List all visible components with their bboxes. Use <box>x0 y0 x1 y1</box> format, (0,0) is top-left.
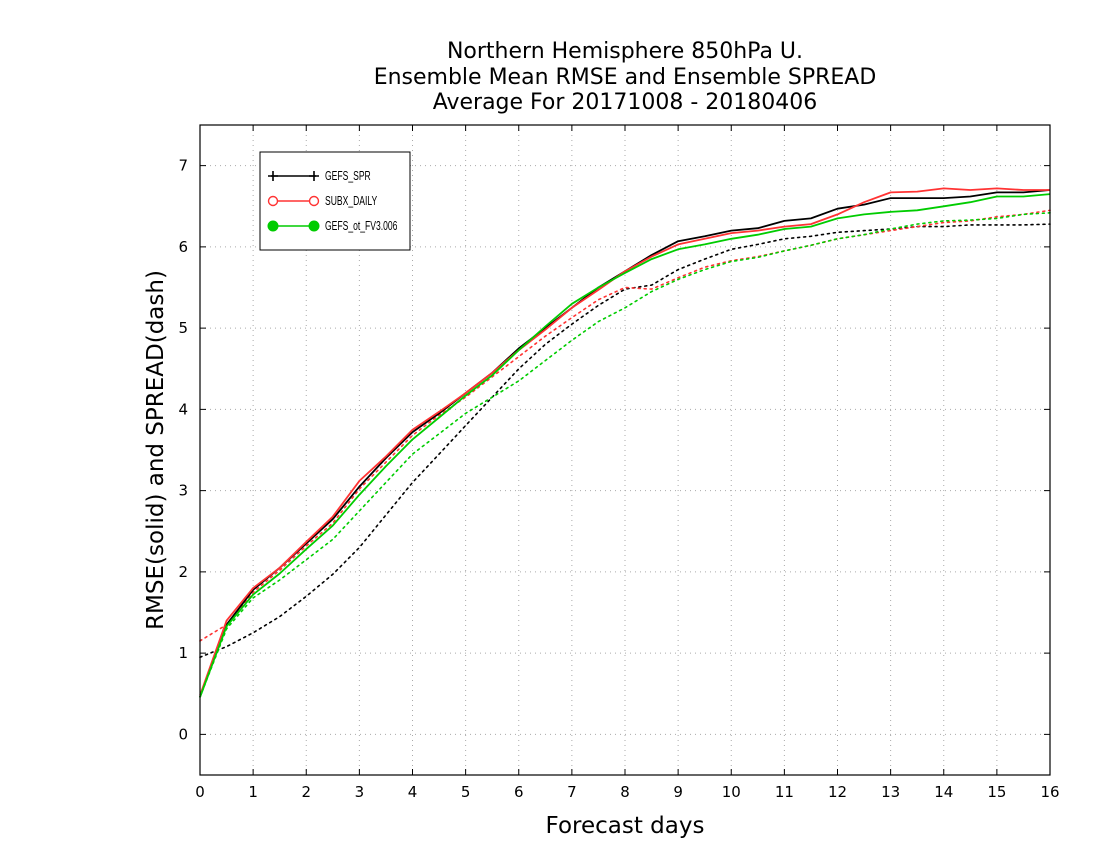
chart-title-line-2: Ensemble Mean RMSE and Ensemble SPREAD <box>374 65 877 90</box>
legend-marker-dot <box>308 220 320 232</box>
series-gefs-ot-fv3-006-spread <box>199 212 1051 698</box>
chart-title-line-3: Average For 20171008 - 20180406 <box>433 90 818 115</box>
series-subx-daily-spread <box>199 209 1051 642</box>
series-subx-daily-rmse <box>199 187 1050 696</box>
chart-title-line-1: Northern Hemisphere 850hPa U. <box>447 39 803 64</box>
x-tick-label: 16 <box>1040 783 1059 801</box>
legend-marker-circle <box>267 195 279 207</box>
legend-label: GEFS_SPR <box>325 169 371 183</box>
chart-title: Northern Hemisphere 850hPa U. Ensemble M… <box>374 39 877 115</box>
y-tick-label: 4 <box>178 400 188 418</box>
legend-item-subx-daily: SUBX_DAILY <box>267 194 377 209</box>
x-tick-label: 12 <box>828 783 847 801</box>
legend-marker-dot <box>267 220 279 232</box>
series-gefs-ot-fv3-006-rmse <box>199 193 1051 698</box>
x-tick-label: 9 <box>673 783 683 801</box>
x-tick-label: 0 <box>195 783 205 801</box>
legend-item-gefs-ot-fv3-006: GEFS_ot_FV3.006 <box>267 219 397 234</box>
x-tick-label: 1 <box>248 783 258 801</box>
y-tick-label: 5 <box>178 319 188 337</box>
legend: GEFS_SPR SUBX_DAILY GEFS_ot_FV3.006 <box>259 151 411 251</box>
y-tick-label: 6 <box>178 238 188 256</box>
y-tick-label: 2 <box>178 563 188 581</box>
x-tick-label: 2 <box>301 783 311 801</box>
x-axis-label: Forecast days <box>546 813 705 839</box>
x-tick-label: 6 <box>514 783 524 801</box>
legend-label: SUBX_DAILY <box>325 194 377 208</box>
legend-item-gefs-spr: GEFS_SPR <box>268 169 371 184</box>
x-tick-label: 7 <box>567 783 577 801</box>
y-tick-label: 7 <box>178 157 188 175</box>
y-tick-label: 1 <box>178 644 188 662</box>
x-tick-label: 8 <box>620 783 630 801</box>
y-tick-label: 0 <box>178 725 188 743</box>
y-axis-label: RMSE(solid) and SPREAD(dash) <box>143 270 169 630</box>
legend-marker-circle <box>308 195 320 207</box>
x-tick-label: 4 <box>408 783 418 801</box>
x-tick-label: 5 <box>461 783 471 801</box>
x-tick-label: 13 <box>881 783 900 801</box>
series-layer <box>199 187 1051 698</box>
legend-label: GEFS_ot_FV3.006 <box>325 219 397 233</box>
series-gefs-spr-spread <box>199 223 1051 659</box>
legend-marker-plus <box>268 171 278 181</box>
y-tick-label: 3 <box>178 482 188 500</box>
grid <box>200 125 1050 775</box>
x-tick-label: 10 <box>722 783 741 801</box>
x-tick-label: 3 <box>355 783 365 801</box>
x-tick-label: 11 <box>775 783 794 801</box>
x-tick-label: 15 <box>987 783 1006 801</box>
legend-marker-plus <box>309 171 319 181</box>
x-tick-label: 14 <box>934 783 953 801</box>
